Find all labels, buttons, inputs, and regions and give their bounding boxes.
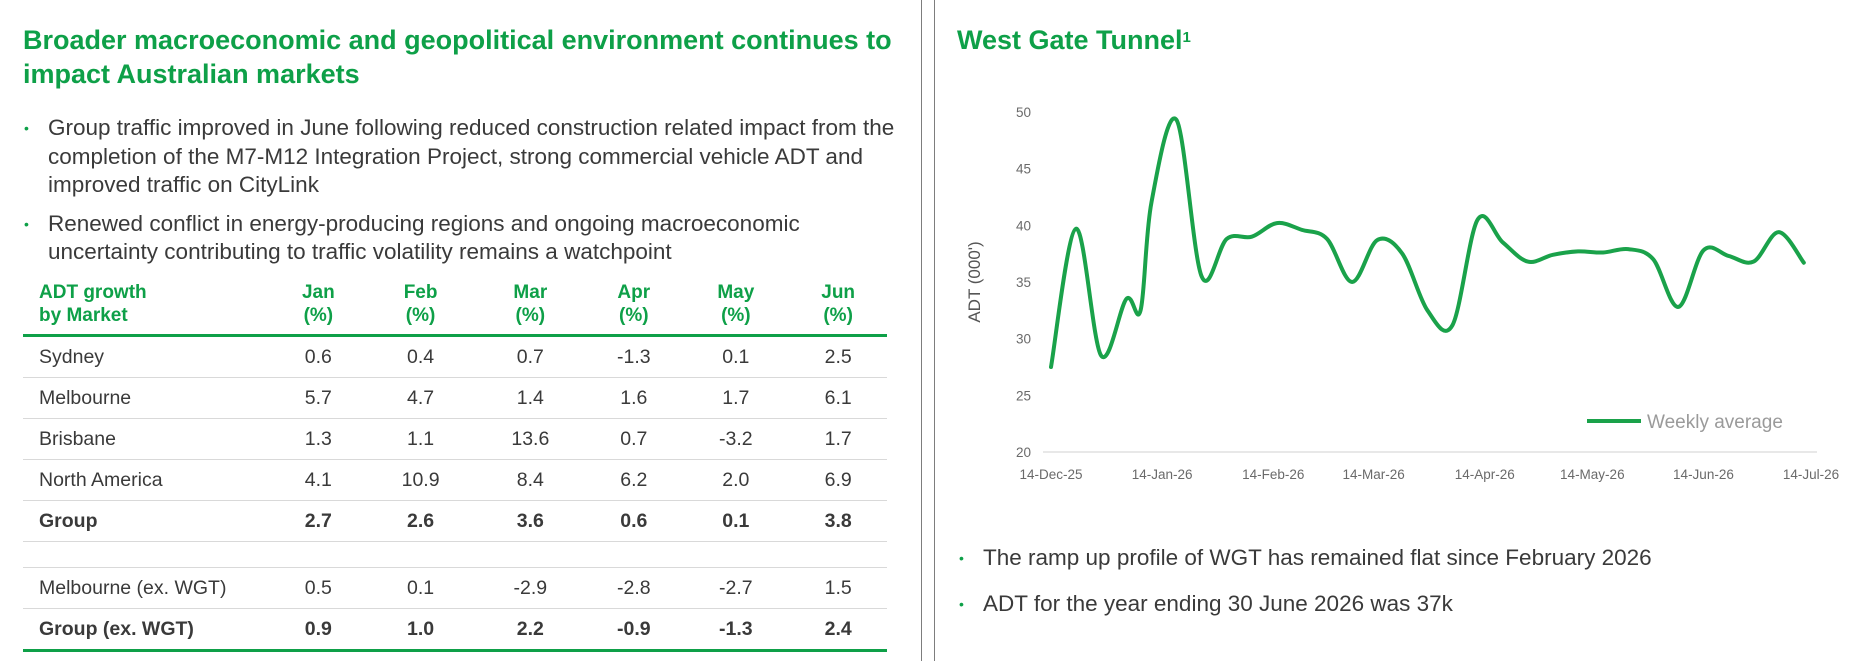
x-tick-label: 14-Jun-26 (1673, 467, 1734, 482)
y-tick-label: 50 (1016, 105, 1031, 120)
growth-value-cell: 3.8 (789, 500, 887, 542)
right-title: West Gate Tunnel1 (957, 25, 1191, 55)
x-tick-label: 14-Jan-26 (1132, 467, 1193, 482)
left-bullet-list: Group traffic improved in June following… (24, 114, 904, 277)
growth-value-cell: 0.4 (365, 335, 476, 378)
growth-value-cell: 10.9 (365, 459, 476, 501)
growth-value-cell: 8.4 (475, 459, 586, 501)
growth-value-cell: 6.1 (789, 377, 887, 419)
y-axis-label: ADT (000') (965, 241, 984, 322)
growth-value-cell: -2.9 (475, 567, 586, 609)
growth-value-cell: -0.9 (585, 608, 683, 652)
market-name-cell: Brisbane (23, 418, 271, 460)
growth-value-cell: -3.2 (682, 418, 790, 460)
growth-value-cell: 1.4 (475, 377, 586, 419)
growth-value-cell: 0.1 (682, 500, 790, 542)
table-spacer-row (23, 541, 887, 568)
market-name-cell: Group (23, 500, 271, 542)
growth-value-cell: 1.1 (365, 418, 476, 460)
header-feb: Feb (%) (365, 279, 476, 337)
left-panel: Broader macroeconomic and geopolitical e… (0, 0, 922, 661)
growth-value-cell: 0.7 (585, 418, 683, 460)
y-tick-label: 20 (1016, 445, 1031, 460)
growth-value-cell: 5.7 (271, 377, 366, 419)
growth-value-cell: 0.1 (365, 567, 476, 609)
header-jan: Jan (%) (271, 279, 366, 337)
table-row: North America 4.1 10.9 8.4 6.2 2.0 6.9 (23, 459, 887, 501)
growth-value-cell: 0.9 (271, 608, 366, 652)
wgt-line-chart: 20 25 30 35 40 45 50 14-Dec-25 14-Jan-26 14-Feb-2… (965, 105, 1839, 482)
growth-value-cell: 2.4 (789, 608, 887, 652)
y-tick-label: 40 (1016, 218, 1031, 233)
growth-value-cell: 2.2 (475, 608, 586, 652)
growth-value-cell: -1.3 (585, 335, 683, 378)
growth-value-cell: -1.3 (682, 608, 790, 652)
growth-value-cell: 3.6 (475, 500, 586, 542)
growth-value-cell: 1.3 (271, 418, 366, 460)
x-tick-label: 14-Jul-26 (1783, 467, 1839, 482)
left-bullet-2: Renewed conflict in energy-producing reg… (24, 210, 904, 267)
growth-value-cell: 1.6 (585, 377, 683, 419)
header-apr: Apr (%) (585, 279, 683, 337)
growth-value-cell: 6.2 (585, 459, 683, 501)
x-tick-label: 14-May-26 (1560, 467, 1625, 482)
growth-value-cell: 1.0 (365, 608, 476, 652)
y-tick-label: 30 (1016, 332, 1031, 347)
growth-value-cell: 0.6 (271, 335, 366, 378)
growth-value-cell: 2.0 (682, 459, 790, 501)
left-title: Broader macroeconomic and geopolitical e… (23, 25, 892, 89)
growth-value-cell: 2.5 (789, 335, 887, 378)
growth-value-cell: 13.6 (475, 418, 586, 460)
left-bullet-1: Group traffic improved in June following… (24, 114, 904, 200)
adt-growth-table: ADT growth by Market Jan (%) Feb (%) Mar (%)… (23, 279, 887, 652)
market-name-cell: Melbourne (23, 377, 271, 419)
table-row: Group (ex. WGT) 0.9 1.0 2.2 -0.9 -1.3 2.4 (23, 608, 887, 652)
growth-value-cell: 0.5 (271, 567, 366, 609)
weekly-average-series-line (1049, 116, 1806, 369)
right-bullet-1: The ramp up profile of WGT has remained … (959, 544, 1839, 573)
growth-value-cell: -2.8 (585, 567, 683, 609)
growth-value-cell: 0.6 (585, 500, 683, 542)
right-bullet-2: ADT for the year ending 30 June 2026 was… (959, 590, 1839, 619)
growth-value-cell: 6.9 (789, 459, 887, 501)
right-bullet-list: The ramp up profile of WGT has remained … (959, 544, 1839, 635)
right-panel: West Gate Tunnel1 20 25 30 35 40 45 50 14-Dec-2… (934, 0, 1855, 661)
market-name-cell: Melbourne (ex. WGT) (23, 567, 271, 609)
header-mar: Mar (%) (475, 279, 586, 337)
header-jun: Jun (%) (789, 279, 887, 337)
market-name-cell: North America (23, 459, 271, 501)
x-tick-label: 14-Apr-26 (1455, 467, 1515, 482)
growth-value-cell: 4.1 (271, 459, 366, 501)
growth-value-cell: 0.7 (475, 335, 586, 378)
growth-value-cell: 0.1 (682, 335, 790, 378)
y-tick-label: 25 (1016, 388, 1031, 403)
y-tick-label: 35 (1016, 275, 1031, 290)
header-market: ADT growth by Market (23, 279, 271, 337)
market-name-cell: Group (ex. WGT) (23, 608, 271, 652)
footnote-marker: 1 (1182, 29, 1191, 46)
table-row: Sydney 0.6 0.4 0.7 -1.3 0.1 2.5 (23, 335, 887, 378)
growth-value-cell: 2.7 (271, 500, 366, 542)
growth-value-cell: 1.5 (789, 567, 887, 609)
table-row: Melbourne (ex. WGT) 0.5 0.1 -2.9 -2.8 -2.7 1.5 (23, 567, 887, 609)
x-tick-label: 14-Dec-25 (1019, 467, 1082, 482)
growth-value-cell: -2.7 (682, 567, 790, 609)
market-name-cell: Sydney (23, 335, 271, 378)
table-row: Group 2.7 2.6 3.6 0.6 0.1 3.8 (23, 500, 887, 542)
growth-value-cell: 1.7 (682, 377, 790, 419)
growth-value-cell: 1.7 (789, 418, 887, 460)
table-row: Brisbane 1.3 1.1 13.6 0.7 -3.2 1.7 (23, 418, 887, 460)
table-row: Melbourne 5.7 4.7 1.4 1.6 1.7 6.1 (23, 377, 887, 419)
legend-label: Weekly average (1647, 412, 1783, 433)
y-tick-label: 45 (1016, 162, 1031, 177)
growth-value-cell: 2.6 (365, 500, 476, 542)
header-may: May (%) (682, 279, 790, 337)
growth-value-cell: 4.7 (365, 377, 476, 419)
table-header-row: ADT growth by Market Jan (%) Feb (%) Mar (%)… (23, 279, 887, 337)
x-tick-label: 14-Mar-26 (1343, 467, 1405, 482)
x-tick-label: 14-Feb-26 (1242, 467, 1304, 482)
